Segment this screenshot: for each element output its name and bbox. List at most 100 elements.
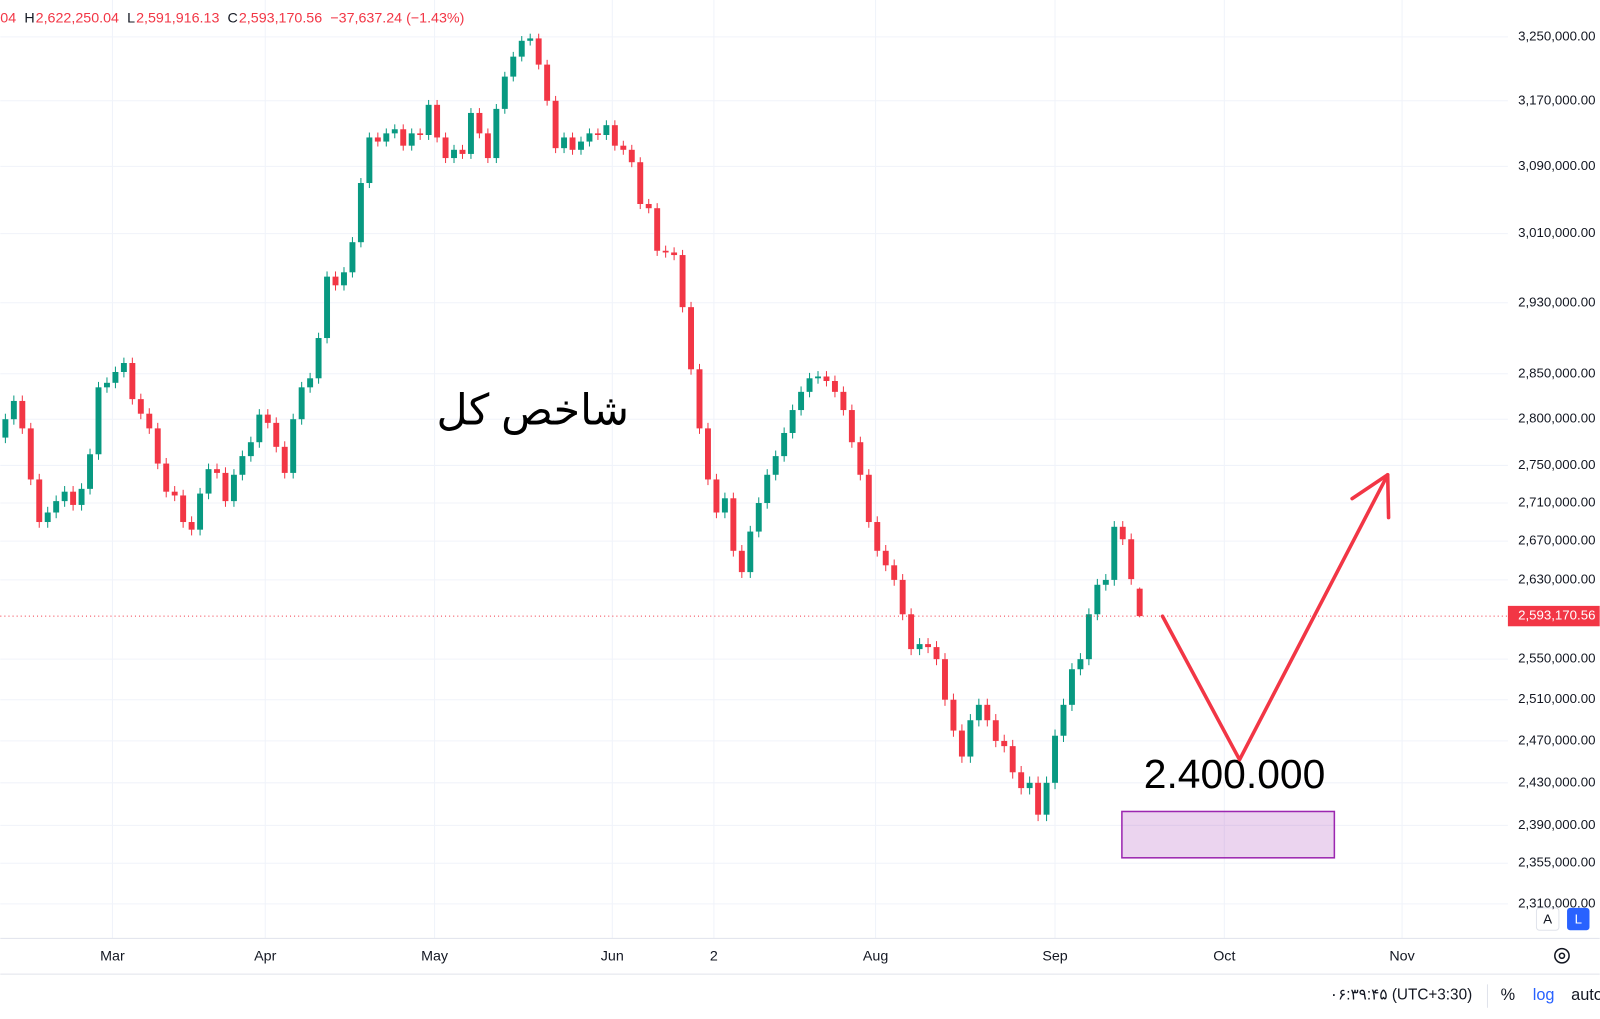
candle-body xyxy=(891,565,898,580)
candle-body xyxy=(1068,669,1075,705)
last-price-tag xyxy=(1507,605,1600,627)
candle-body xyxy=(298,387,305,420)
candle-body xyxy=(1001,740,1008,747)
button-a[interactable] xyxy=(1535,907,1560,931)
candle-body xyxy=(882,550,889,566)
candle-body xyxy=(459,149,466,154)
candle-body xyxy=(442,137,449,159)
candle-body xyxy=(738,550,745,573)
candle-body xyxy=(501,76,508,109)
candle-body xyxy=(281,446,288,473)
candle-body xyxy=(789,410,796,433)
candle-body xyxy=(561,137,568,149)
clock: ۰۶:۳۹:۴۵ (UTC+3:30) xyxy=(1330,987,1472,1004)
auto-toggle[interactable]: auto xyxy=(1571,986,1600,1004)
candle-body xyxy=(569,137,576,150)
candle-body xyxy=(865,474,872,523)
candle-body xyxy=(815,376,821,379)
candle-body xyxy=(112,371,119,383)
button-a-label[interactable]: A xyxy=(1543,912,1552,927)
x-tick-label: Mar xyxy=(100,949,125,965)
candle-body xyxy=(205,469,212,494)
y-tick-label: 3,170,000.00 xyxy=(1518,92,1595,107)
header-item: 2,593,170.56 xyxy=(239,10,322,26)
y-tick-label: 2,430,000.00 xyxy=(1518,774,1595,789)
y-tick-label: 3,250,000.00 xyxy=(1518,28,1595,43)
y-tick-label: 2,310,000.00 xyxy=(1518,895,1595,910)
candle-body xyxy=(908,614,915,650)
percent-toggle[interactable]: % xyxy=(1501,986,1516,1004)
header-item: C xyxy=(228,10,238,26)
candle-body xyxy=(721,498,728,513)
candle-body xyxy=(120,363,127,372)
candle-body xyxy=(696,369,703,429)
candle-body xyxy=(544,64,551,101)
candle-body xyxy=(552,100,559,149)
candle-body xyxy=(1009,746,1016,773)
candle-body xyxy=(755,503,762,532)
settings-icon[interactable] xyxy=(1554,947,1570,964)
candle-body xyxy=(171,491,178,496)
candle-body xyxy=(831,381,838,392)
candle-body xyxy=(256,414,263,443)
candle-body xyxy=(679,255,686,308)
x-tick-label: Jun xyxy=(601,949,624,965)
candle-body xyxy=(1136,588,1143,617)
candle-body xyxy=(230,474,237,502)
candle-body xyxy=(408,133,415,146)
candle-body xyxy=(942,659,948,700)
last-price-label: 2,593,170.56 xyxy=(1518,608,1595,623)
header-item: 2,622,250.04 xyxy=(36,10,119,26)
candle-body xyxy=(197,493,204,530)
grid xyxy=(0,0,1508,939)
button-l[interactable] xyxy=(1567,907,1590,931)
x-tick-label: 2 xyxy=(710,949,718,965)
candle-body xyxy=(645,203,652,209)
candle-body xyxy=(578,141,584,150)
candle-body xyxy=(2,419,9,438)
candle-body xyxy=(586,133,593,142)
candle-body xyxy=(467,112,474,154)
candle-body xyxy=(1052,735,1058,783)
button-l-label[interactable]: L xyxy=(1575,912,1582,927)
candle-body xyxy=(950,699,957,731)
candle-body xyxy=(764,474,771,504)
candle-body xyxy=(451,149,457,159)
candle-body xyxy=(984,704,991,721)
candle-body xyxy=(916,644,923,650)
candle-body xyxy=(484,133,491,159)
candle-body xyxy=(44,512,51,523)
candle-body xyxy=(341,272,347,286)
candle-body xyxy=(1085,614,1092,660)
candle-body xyxy=(654,208,661,251)
log-toggle[interactable]: log xyxy=(1533,986,1555,1004)
target-zone xyxy=(1121,810,1336,859)
candle-body xyxy=(688,307,694,370)
candle-body xyxy=(1018,772,1025,789)
candle-body xyxy=(273,422,280,447)
header-item: H xyxy=(24,10,34,26)
candle-body xyxy=(671,252,678,256)
candle-body xyxy=(146,413,153,429)
settings-icon-center xyxy=(1558,952,1566,960)
candle-body xyxy=(781,432,788,457)
candle-body xyxy=(662,250,669,253)
candle-body xyxy=(848,410,855,443)
candle-body xyxy=(1119,526,1126,540)
y-tick-label: 2,710,000.00 xyxy=(1518,495,1595,510)
candle-body xyxy=(874,522,881,551)
candle-body xyxy=(1060,704,1067,736)
candle-body xyxy=(10,400,17,420)
y-tick-label: 2,355,000.00 xyxy=(1518,855,1595,870)
candle-body xyxy=(823,376,830,382)
candle-body xyxy=(1128,539,1135,580)
candle-body xyxy=(70,491,77,505)
candle-body xyxy=(1043,782,1050,815)
candle-body xyxy=(476,112,483,134)
candle-body xyxy=(967,720,974,757)
candle-body xyxy=(180,495,187,523)
annotation-target: 2.400.000 xyxy=(1144,751,1326,797)
candle-body xyxy=(510,56,517,77)
